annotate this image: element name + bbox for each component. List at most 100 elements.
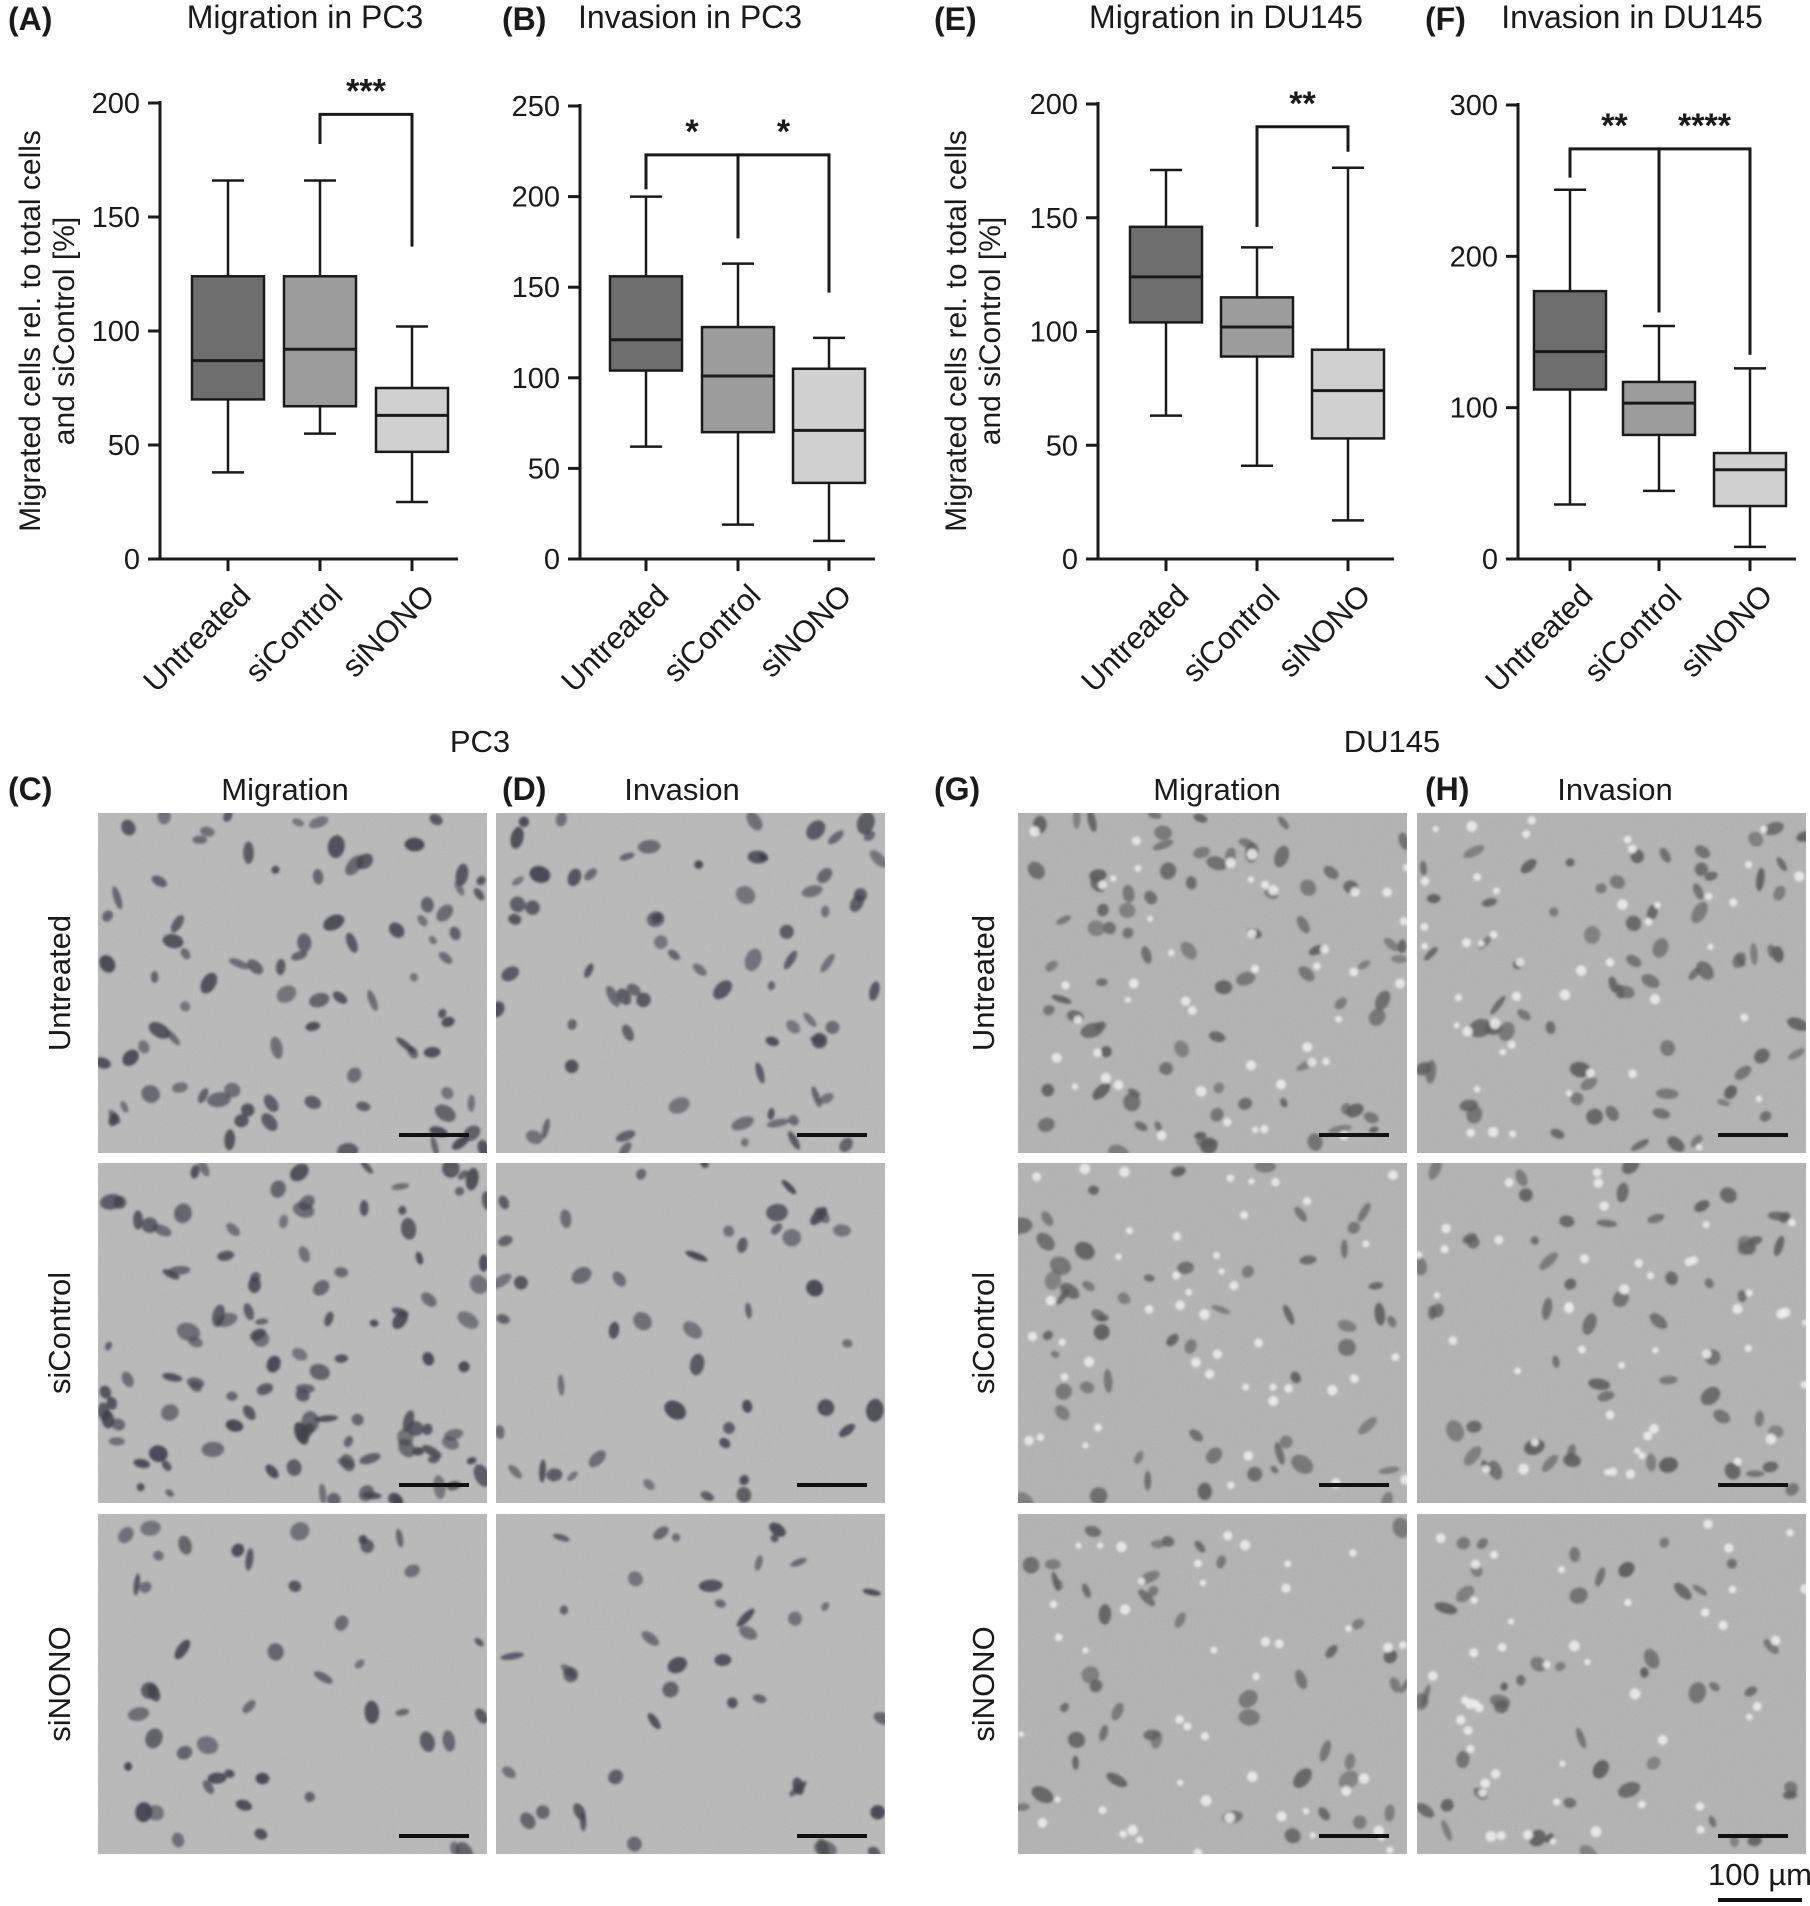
cell <box>1216 1555 1226 1569</box>
bright-spot <box>1507 1618 1515 1625</box>
cell <box>1431 1303 1444 1318</box>
bright-spot <box>1349 967 1359 977</box>
cell <box>739 1474 750 1486</box>
cell <box>1655 1088 1679 1100</box>
bright-spot <box>1345 1625 1352 1632</box>
cell <box>180 948 191 960</box>
cell <box>276 985 297 1003</box>
bright-spot <box>1499 1048 1507 1056</box>
bright-spot <box>1024 1435 1034 1446</box>
cell <box>291 950 308 961</box>
micrograph-pc3-invasion-Untreated <box>496 813 885 1153</box>
bright-spot <box>1705 892 1713 901</box>
bright-spot <box>1320 944 1329 954</box>
bright-spot <box>1054 1796 1061 1803</box>
bright-spot <box>1507 1040 1516 1049</box>
cell <box>313 1280 330 1296</box>
cell <box>242 1700 256 1714</box>
bright-spot <box>1322 1057 1330 1066</box>
cell <box>714 1653 732 1667</box>
bright-spot <box>1083 1356 1095 1367</box>
panel-label-A: (A) <box>8 1 52 37</box>
bright-spot <box>1420 877 1430 886</box>
cell <box>1296 916 1310 934</box>
bright-spot <box>1482 1465 1491 1474</box>
cell <box>1550 1128 1565 1139</box>
cell <box>1122 885 1135 903</box>
significance-stars: ** <box>1289 85 1316 123</box>
cell <box>1193 813 1208 823</box>
cell-layer <box>118 1520 487 1854</box>
cell <box>1564 1278 1577 1290</box>
bright-spot <box>1242 1383 1250 1391</box>
iqr-box <box>791 367 867 485</box>
cell <box>1103 1369 1113 1393</box>
cell <box>1554 1662 1566 1671</box>
cell <box>275 958 286 976</box>
cell <box>112 886 123 910</box>
cell <box>1293 1768 1312 1789</box>
bright-spot <box>1075 1542 1082 1549</box>
cell <box>419 1731 435 1752</box>
cell <box>1392 1517 1407 1539</box>
cell <box>1280 1097 1288 1108</box>
micrograph-pc3-invasion-siNONO <box>496 1514 885 1854</box>
cell <box>1569 1547 1581 1563</box>
cell <box>747 850 768 864</box>
cell <box>1036 1232 1055 1251</box>
cell <box>1044 1270 1062 1290</box>
cell <box>450 1841 460 1854</box>
y-axis-label-line2: and siControl [%] <box>974 217 1007 445</box>
cell <box>767 981 775 991</box>
cell <box>1295 1669 1308 1690</box>
micrograph-row-label-du145: siControl <box>966 1272 1001 1394</box>
bright-spot <box>1480 1778 1491 1789</box>
cell <box>108 1109 121 1124</box>
cell <box>297 933 312 953</box>
bright-spot <box>1248 1178 1255 1185</box>
cell <box>1093 1324 1110 1340</box>
bright-spot <box>1605 1410 1615 1420</box>
cell <box>1424 946 1438 961</box>
cell <box>518 816 530 827</box>
x-category-label: siControl <box>656 578 767 689</box>
cell <box>1177 1261 1194 1275</box>
cell-layer <box>1417 816 1806 1152</box>
cell <box>723 1422 735 1434</box>
x-category-label: siNONO <box>752 578 858 684</box>
cell <box>1745 1470 1765 1477</box>
bright-spot <box>1420 922 1429 931</box>
bright-spot <box>1224 1812 1235 1823</box>
cell <box>529 865 551 883</box>
cell <box>653 1526 669 1540</box>
cell <box>1737 1290 1747 1303</box>
bright-spot <box>1124 996 1131 1003</box>
cell <box>1283 1304 1295 1325</box>
cell <box>1134 1121 1148 1132</box>
significance-stars: * <box>777 113 791 151</box>
micrograph-pc3-invasion-siControl <box>496 1163 885 1503</box>
bright-spot <box>1383 1642 1394 1653</box>
cell <box>559 1605 569 1615</box>
bright-spot <box>1073 1015 1083 1025</box>
cell <box>1079 1381 1095 1394</box>
cell <box>248 1277 261 1294</box>
cell <box>842 1339 853 1348</box>
bright-spot <box>1448 1336 1458 1345</box>
cell <box>1659 1537 1670 1548</box>
cell <box>1580 1077 1598 1091</box>
micrograph-du145-migration-Untreated <box>1018 813 1407 1153</box>
cell <box>479 1254 487 1272</box>
cell <box>511 876 524 886</box>
cell <box>1018 1803 1030 1812</box>
cell <box>224 1082 241 1098</box>
cell <box>1174 1040 1190 1058</box>
cell <box>150 971 159 983</box>
cell <box>1042 1330 1053 1341</box>
bright-spot <box>1212 1349 1223 1359</box>
cell <box>1299 1255 1317 1265</box>
bright-spot <box>1579 1254 1590 1264</box>
bright-spot <box>1115 1253 1122 1261</box>
cell <box>1049 1256 1072 1275</box>
cell <box>736 1608 755 1627</box>
